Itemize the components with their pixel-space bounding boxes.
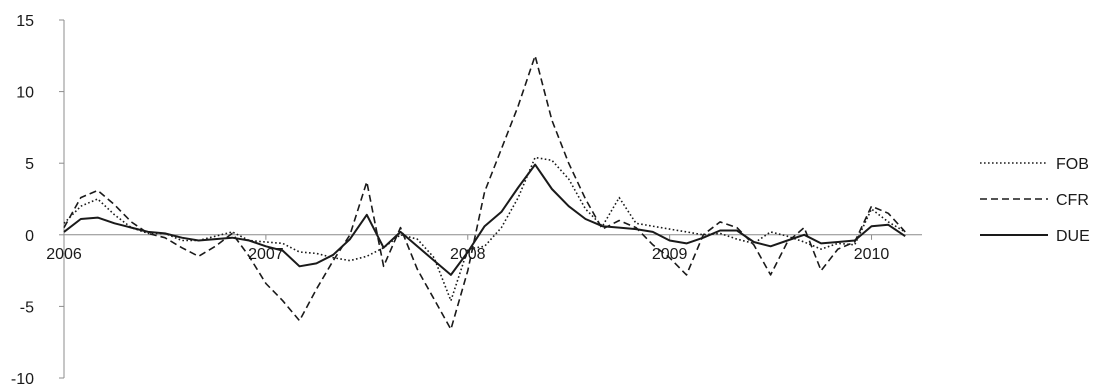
y-tick-label: -5 xyxy=(20,299,34,316)
y-axis: 15 10 5 0 -5 -10 xyxy=(11,13,65,387)
x-tick-label: 2010 xyxy=(854,246,890,263)
series-line-cfr xyxy=(63,55,906,331)
legend: FOB CFR DUE xyxy=(980,156,1090,245)
legend-label-cfr: CFR xyxy=(1056,192,1089,209)
series-line-fob xyxy=(63,156,906,302)
x-tick-label: 2007 xyxy=(248,246,284,263)
legend-label-due: DUE xyxy=(1056,228,1090,245)
y-tick-label: 10 xyxy=(16,85,34,102)
legend-label-fob: FOB xyxy=(1056,156,1089,173)
y-tick-label: -10 xyxy=(11,371,34,387)
series-lines xyxy=(63,55,906,331)
x-tick-label: 2006 xyxy=(46,246,82,263)
series-line-due xyxy=(63,163,906,276)
x-tick-label: 2008 xyxy=(450,246,486,263)
y-tick-label: 15 xyxy=(16,13,34,30)
y-tick-label: 0 xyxy=(25,228,34,245)
y-tick-label: 5 xyxy=(25,156,34,173)
x-tick-label: 2009 xyxy=(652,246,688,263)
